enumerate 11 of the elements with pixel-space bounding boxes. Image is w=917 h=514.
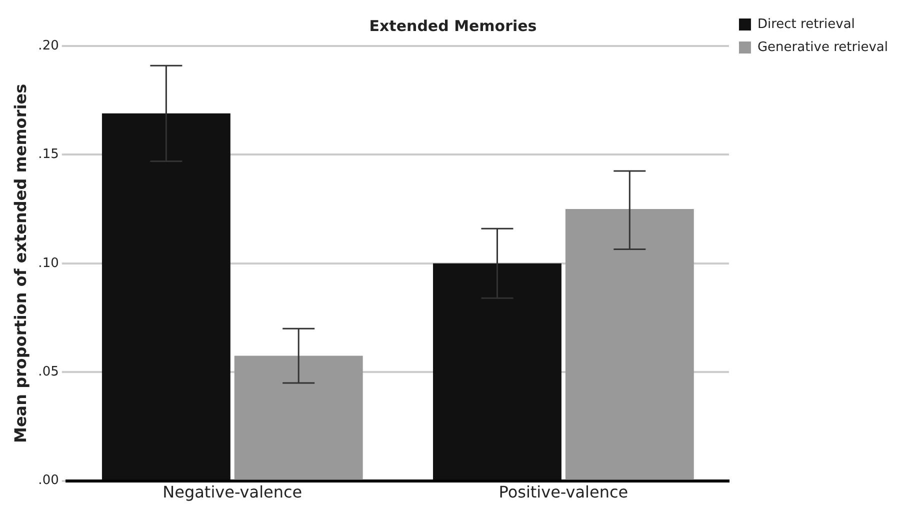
x-tick-label: Negative-valence — [162, 482, 302, 502]
y-axis-title: Mean proportion of extended memories — [10, 84, 30, 443]
y-tick-label: .05 — [38, 364, 59, 380]
legend-label: Direct retrieval — [757, 16, 855, 32]
y-tick-label: .20 — [38, 38, 59, 54]
y-tick-label: .15 — [38, 147, 59, 162]
x-tick-label: Positive-valence — [498, 482, 628, 502]
y-tick-label: .10 — [38, 256, 59, 271]
legend-label: Generative retrieval — [757, 40, 888, 55]
y-tick-label: .00 — [38, 473, 59, 488]
chart-title: Extended Memories — [369, 16, 537, 35]
